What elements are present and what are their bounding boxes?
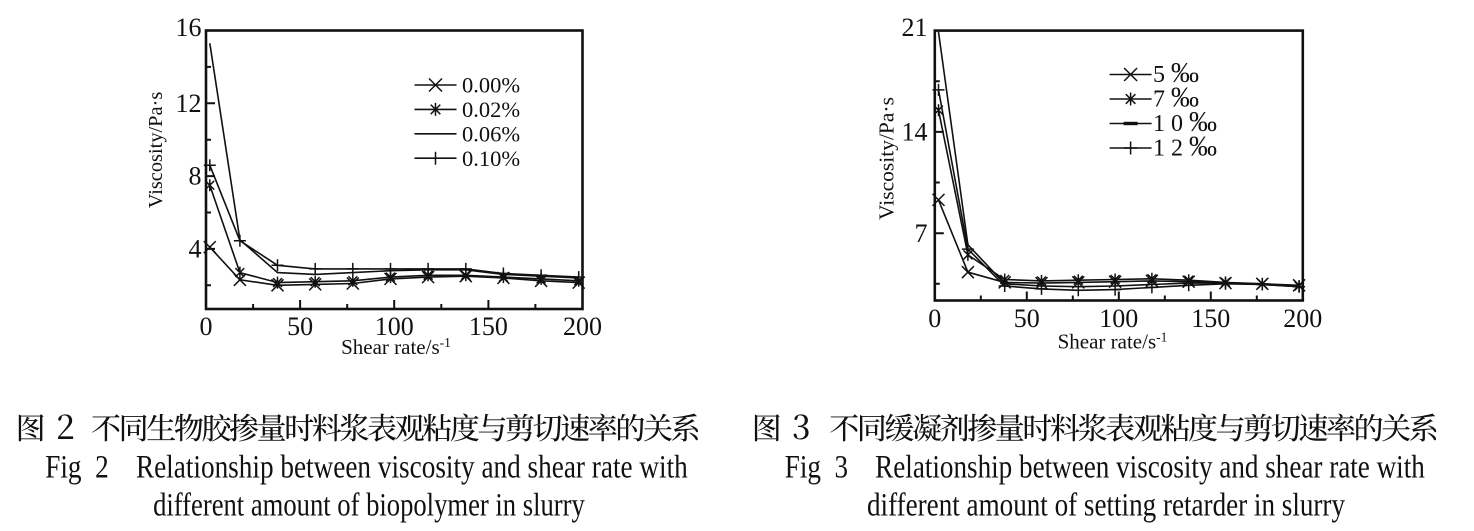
svg-text:12: 12 — [176, 89, 202, 118]
svg-text:Shear rate/s-1: Shear rate/s-1 — [1058, 330, 1168, 354]
svg-text:4: 4 — [189, 235, 202, 264]
svg-text:21: 21 — [902, 13, 928, 42]
svg-text:0.02%: 0.02% — [462, 97, 520, 122]
svg-text:10‰: 10‰ — [1153, 107, 1223, 138]
svg-text:150: 150 — [469, 312, 508, 341]
svg-text:0: 0 — [200, 312, 213, 341]
svg-text:0.10%: 0.10% — [462, 146, 520, 171]
svg-text:5‰: 5‰ — [1153, 58, 1205, 89]
svg-text:7‰: 7‰ — [1153, 83, 1205, 114]
svg-text:8: 8 — [189, 162, 202, 191]
svg-text:50: 50 — [1014, 304, 1040, 333]
svg-text:12‰: 12‰ — [1153, 132, 1223, 163]
svg-text:0.06%: 0.06% — [462, 121, 520, 146]
svg-text:Fig 3 Relationship between: Fig 3 Relationship between viscosity and… — [785, 450, 1425, 486]
svg-text:200: 200 — [563, 312, 602, 341]
svg-text:Shear rate/s-1: Shear rate/s-1 — [341, 335, 451, 359]
svg-text:16: 16 — [176, 13, 202, 42]
svg-text:different amount of biopolymer: different amount of biopolymer in slurry — [153, 488, 585, 524]
svg-text:14: 14 — [902, 118, 928, 147]
svg-text:Fig 2 Relationship between: Fig 2 Relationship between viscosity and… — [45, 450, 688, 486]
svg-text:200: 200 — [1283, 304, 1322, 333]
svg-text:Viscosity/Pa·s: Viscosity/Pa·s — [145, 92, 167, 209]
svg-text:100: 100 — [1099, 304, 1138, 333]
svg-text:100: 100 — [375, 312, 414, 341]
svg-text:150: 150 — [1191, 304, 1230, 333]
svg-text:Viscosity/Pa·s: Viscosity/Pa·s — [874, 97, 898, 220]
svg-text:0.00%: 0.00% — [462, 73, 520, 98]
svg-text:7: 7 — [915, 219, 928, 248]
svg-text:different amount of setting re: different amount of setting retarder in … — [867, 488, 1345, 524]
svg-text:0: 0 — [928, 304, 941, 333]
svg-text:50: 50 — [287, 312, 313, 341]
